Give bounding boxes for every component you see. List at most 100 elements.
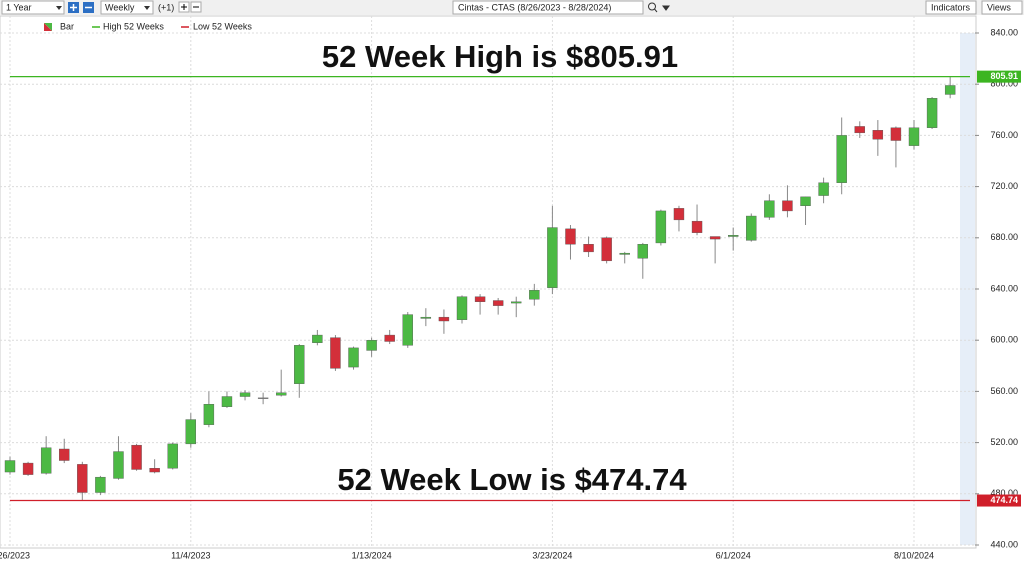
y-tick-label: 440.00 (990, 539, 1018, 549)
candle-body (529, 290, 540, 300)
candle-body (709, 236, 721, 240)
legend-label: High 52 Weeks (103, 21, 164, 31)
candle-body (95, 476, 106, 493)
candle-body (294, 345, 305, 384)
candle-body (655, 210, 667, 244)
candle-body (746, 215, 757, 241)
candle-body (276, 392, 287, 396)
candle-body (366, 340, 377, 351)
indicators-button[interactable] (925, 0, 977, 15)
candle-body (77, 464, 88, 493)
y-tick-label: 520.00 (990, 437, 1018, 447)
x-tick-label: 11/4/2023 (171, 550, 210, 560)
candle-body (800, 196, 811, 206)
candle-body (330, 337, 341, 369)
y-tick-label: 560.00 (990, 386, 1018, 396)
candle-body (185, 419, 197, 445)
candle-body (565, 228, 576, 245)
y-tick-label: 640.00 (990, 283, 1018, 293)
annotation: 52 Week High is $805.91 (322, 39, 678, 74)
y-tick-label: 760.00 (990, 130, 1018, 140)
candle-body (872, 130, 884, 140)
candle-body (221, 396, 233, 407)
candle-body (619, 252, 630, 255)
candle-body (4, 460, 16, 473)
annotation: 52 Week Low is $474.74 (337, 462, 687, 497)
candle-body (926, 98, 938, 128)
candle-body (384, 334, 395, 342)
x-tick-label: 3/23/2024 (532, 550, 572, 560)
candle-body (131, 444, 142, 470)
y-tick-label: 680.00 (990, 232, 1018, 242)
candle-body (836, 135, 847, 183)
range-label: 1 Year (6, 2, 32, 12)
legend-label: Bar (60, 21, 74, 31)
candle-body (438, 316, 450, 322)
plot-area (0, 15, 977, 549)
y-tick-label: 720.00 (990, 181, 1018, 191)
legend-bar-icon (44, 23, 52, 31)
offset-icons (181, 4, 199, 10)
search-arrow (654, 5, 670, 13)
dropdown-arrow (144, 6, 150, 10)
candle-body (402, 314, 413, 346)
candle-body (511, 301, 522, 304)
candle-body (492, 300, 504, 306)
views-button[interactable] (981, 0, 1023, 15)
candle-body (890, 127, 902, 141)
candle-body (728, 235, 739, 237)
candle-body (257, 397, 269, 399)
interval-select[interactable] (100, 0, 154, 15)
symbol-box[interactable] (452, 0, 644, 15)
range-select[interactable] (1, 0, 65, 15)
candle-body (149, 468, 160, 473)
indicators-label: Indicators (931, 2, 971, 12)
candle-body (59, 448, 70, 461)
views-label: Views (987, 2, 1011, 12)
candle-body (854, 126, 865, 134)
search-icon[interactable] (648, 2, 656, 11)
y-tick-label: 600.00 (990, 335, 1018, 345)
candle-body (167, 443, 178, 469)
candle-body (782, 200, 793, 212)
zoom-icons (70, 4, 92, 11)
interval-label: Weekly (105, 2, 135, 12)
candle-body (203, 404, 215, 425)
y-tick-label: 480.00 (990, 488, 1018, 498)
candle-body (673, 208, 685, 221)
candle-body (22, 462, 34, 475)
candle-body (818, 182, 829, 196)
price-tag-label: 474.74 (990, 495, 1018, 505)
x-tick-label: 8/10/2024 (894, 550, 934, 560)
candle-body (691, 220, 703, 233)
x-tick-label: 6/1/2024 (716, 550, 751, 560)
candle-body (764, 200, 775, 218)
candle-body (637, 243, 648, 259)
candle-body (348, 347, 359, 368)
candle-body (474, 296, 486, 302)
price-tag-label: 805.91 (990, 71, 1018, 81)
candle-body (239, 392, 251, 397)
candle-body (547, 227, 558, 288)
candle-body (601, 237, 612, 262)
x-tick-label: 1/13/2024 (352, 550, 392, 560)
y-tick-label: 800.00 (990, 79, 1018, 89)
candle-body (420, 316, 432, 319)
candle-body (908, 127, 920, 146)
candle-body (456, 296, 468, 320)
candle-body (113, 451, 124, 479)
offset-label: (+1) (158, 2, 174, 12)
candle-body (40, 447, 52, 474)
candle-body (583, 243, 594, 253)
y-tick-label: 840.00 (990, 27, 1018, 37)
candle-body (312, 334, 323, 343)
price-tag (977, 70, 1021, 83)
dropdown-arrow (56, 6, 62, 10)
legend-label: Low 52 Weeks (193, 21, 252, 31)
x-tick-label: 8/26/2023 (0, 550, 30, 560)
highlight-band (960, 33, 975, 545)
price-tag (977, 494, 1021, 507)
symbol-label: Cintas - CTAS (8/26/2023 - 8/28/2024) (458, 2, 611, 12)
candle-body (944, 85, 956, 95)
